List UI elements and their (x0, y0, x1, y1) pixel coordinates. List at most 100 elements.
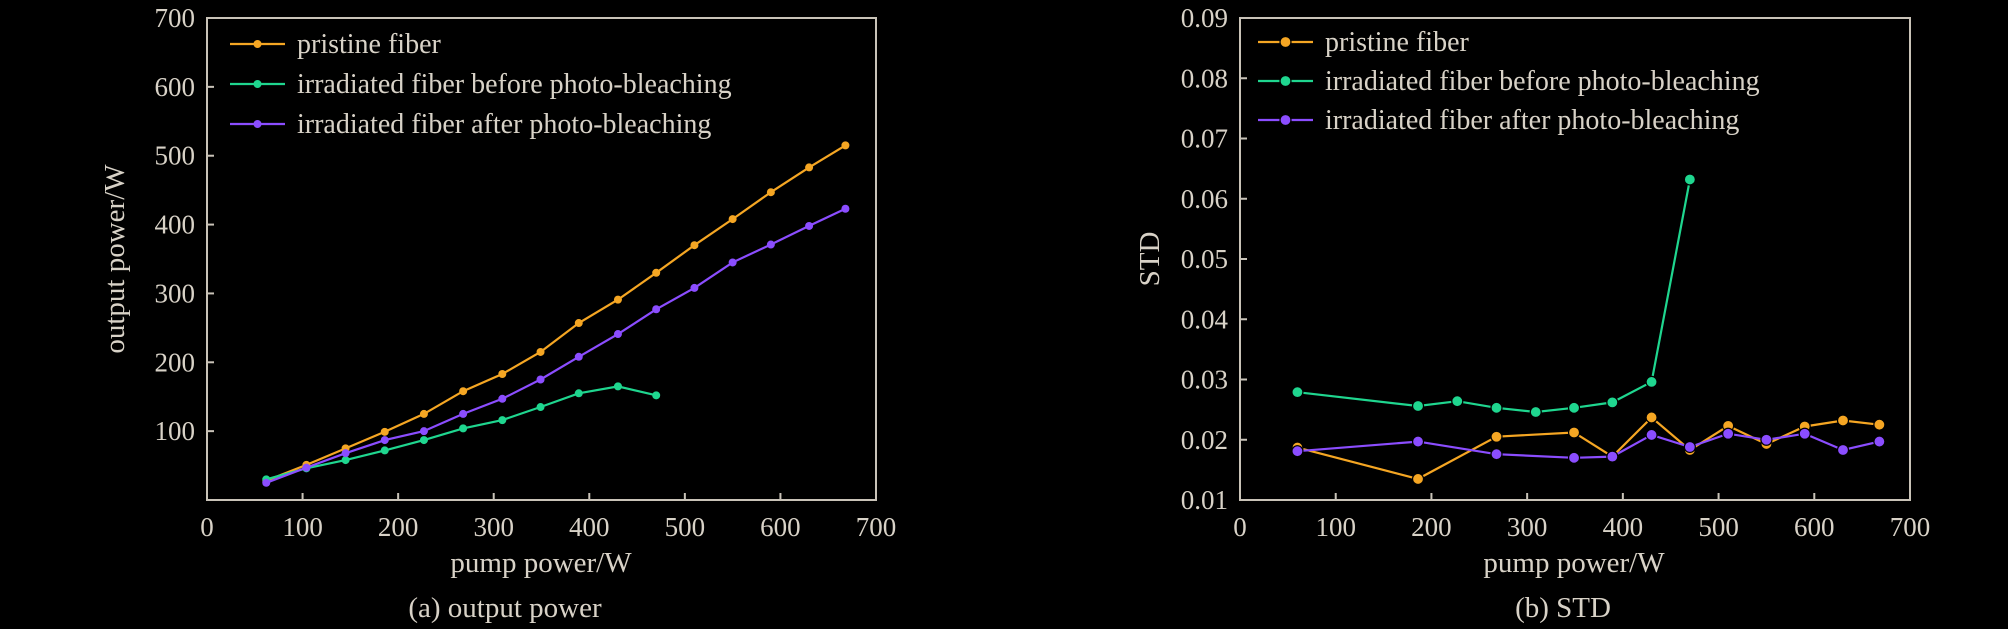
data-point (1683, 173, 1696, 186)
y-tick-label: 0.06 (1181, 184, 1228, 214)
data-point (1645, 428, 1658, 442)
data-point (1490, 430, 1503, 443)
data-point (380, 436, 389, 445)
data-point (459, 424, 468, 433)
data-point (728, 215, 737, 224)
data-point (1606, 450, 1619, 463)
x-tick-label: 100 (1315, 512, 1356, 542)
y-tick-label: 500 (155, 141, 196, 171)
series-line-0 (1297, 416, 1880, 481)
data-point (766, 188, 775, 197)
data-point (1645, 375, 1658, 389)
data-point (574, 319, 583, 328)
legend-marker (253, 80, 262, 88)
data-point (536, 403, 545, 412)
legend-b: pristine fiber irradiated fiber before ph… (1258, 27, 1760, 136)
y-tick-label: 300 (155, 278, 196, 308)
data-point (574, 389, 583, 398)
data-point (841, 204, 850, 213)
x-tick-label: 400 (569, 512, 610, 542)
y-tick-label: 200 (155, 347, 196, 377)
data-point (419, 427, 428, 436)
data-point (1490, 448, 1503, 461)
x-tick-label: 700 (856, 512, 897, 542)
x-axis-label-a: pump power/W (450, 547, 632, 579)
y-tick-label: 0.04 (1181, 304, 1229, 334)
data-point (1291, 445, 1304, 458)
series-line-1 (1297, 179, 1691, 414)
series-a (262, 141, 850, 487)
data-point (613, 295, 622, 304)
data-point (1490, 401, 1503, 414)
series-b (1291, 173, 1886, 486)
data-point (419, 436, 428, 445)
data-point (805, 221, 814, 230)
data-point (652, 391, 661, 400)
y-ticks-a: 100 200 300 400 500 600 700 (155, 3, 214, 446)
data-point (341, 449, 350, 458)
x-tick-label: 0 (200, 512, 214, 542)
data-point (1873, 435, 1886, 448)
x-axis-label-b: pump power/W (1483, 547, 1665, 579)
data-point (1567, 401, 1581, 414)
data-point (1645, 411, 1658, 424)
data-point (1411, 472, 1425, 486)
data-point (341, 456, 350, 465)
data-point (459, 387, 468, 396)
data-point (302, 463, 311, 472)
x-tick-label: 100 (282, 512, 323, 542)
data-point (652, 305, 661, 314)
legend-label: irradiated fiber after photo-bleaching (297, 109, 711, 140)
legend-marker (1279, 35, 1292, 49)
y-tick-label: 0.09 (1181, 3, 1228, 33)
y-tick-label: 0.05 (1181, 244, 1228, 274)
data-point (1411, 399, 1425, 413)
data-point (380, 446, 389, 455)
y-tick-label: 600 (155, 72, 196, 102)
x-ticks-b: 0 100 200 300 400 500 600 700 (1233, 493, 1930, 542)
x-tick-label: 500 (665, 512, 706, 542)
data-point (536, 347, 545, 356)
data-point (805, 163, 814, 172)
data-point (613, 382, 622, 391)
legend-marker (253, 40, 262, 48)
x-tick-label: 200 (378, 512, 419, 542)
x-ticks-a: 0 100 200 300 400 500 600 700 (200, 493, 896, 542)
data-point (652, 268, 661, 277)
data-point (728, 258, 737, 267)
legend-marker (1279, 74, 1292, 88)
data-point (1529, 405, 1542, 419)
data-point (262, 478, 271, 487)
data-point (536, 375, 545, 384)
y-axis-label-b: STD (1134, 232, 1166, 287)
legend-label: irradiated fiber after photo-bleaching (1325, 105, 1739, 136)
data-point (1606, 396, 1619, 409)
series-line-2 (265, 207, 846, 484)
y-tick-label: 100 (155, 416, 196, 446)
chart-std: 0.01 0.02 0.03 0.04 0.05 0.06 0.07 0.08 0.09 0 10… (1134, 3, 1930, 624)
x-tick-label: 500 (1698, 512, 1739, 542)
y-ticks-b: 0.01 0.02 0.03 0.04 0.05 0.06 0.07 0.08 0.09 (1181, 3, 1247, 515)
x-tick-label: 600 (760, 512, 801, 542)
legend-label: pristine fiber (297, 29, 442, 60)
legend-label: irradiated fiber before photo-bleaching (1325, 66, 1760, 97)
series-line-0 (265, 144, 846, 482)
legend-label: irradiated fiber before photo-bleaching (297, 69, 732, 100)
data-point (1722, 427, 1735, 440)
data-point (1567, 451, 1581, 464)
legend-marker (253, 120, 262, 128)
y-tick-label: 0.08 (1181, 63, 1228, 93)
x-tick-label: 200 (1411, 512, 1452, 542)
data-point (1798, 427, 1811, 440)
data-point (498, 369, 507, 378)
x-tick-label: 400 (1603, 512, 1644, 542)
caption-a: (a) output power (408, 592, 602, 624)
series-line-1 (266, 385, 657, 481)
data-point (690, 283, 699, 292)
data-point (1451, 395, 1464, 408)
x-tick-label: 300 (1507, 512, 1548, 542)
data-point (1836, 414, 1850, 427)
x-tick-label: 700 (1890, 512, 1931, 542)
data-point (498, 416, 507, 425)
